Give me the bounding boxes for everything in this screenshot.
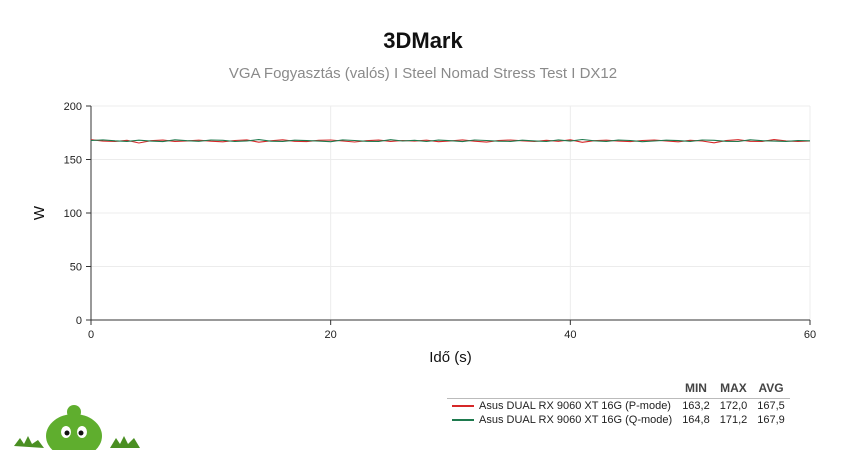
y-tick-label: 150 — [64, 155, 82, 167]
legend-series-name: Asus DUAL RX 9060 XT 16G (P-mode) — [447, 399, 677, 414]
legend: MIN MAX AVG Asus DUAL RX 9060 XT 16G (P-… — [447, 381, 790, 427]
x-tick-label: 0 — [88, 329, 94, 341]
legend-avg-value: 167,9 — [757, 414, 785, 426]
x-tick-label: 20 — [325, 329, 337, 341]
chart-title: 3DMark — [383, 28, 463, 53]
legend-avg-value: 167,5 — [757, 400, 785, 412]
x-tick-label: 40 — [564, 329, 576, 341]
chart-subtitle: VGA Fogyasztás (valós) I Steel Nomad Str… — [228, 65, 618, 82]
y-tick-label: 50 — [70, 262, 82, 274]
legend-swatch — [452, 405, 474, 408]
legend-max-value: 172,0 — [719, 400, 748, 412]
legend-min-value: 164,8 — [682, 414, 710, 426]
y-tick-label: 0 — [76, 315, 82, 327]
green-alien-mascot-icon — [14, 405, 140, 450]
y-tick-label: 200 — [64, 101, 82, 113]
legend-min-value: 163,2 — [682, 400, 710, 412]
legend-col-max: MAX — [714, 381, 753, 399]
y-axis-title: W — [31, 205, 48, 220]
legend-row-q-mode: Asus DUAL RX 9060 XT 16G (Q-mode) 164,8 … — [447, 413, 790, 427]
x-axis-title: Idő (s) — [429, 349, 472, 366]
legend-col-avg: AVG — [752, 381, 790, 399]
legend-max-value: 171,2 — [719, 414, 748, 426]
legend-series-name: Asus DUAL RX 9060 XT 16G (Q-mode) — [447, 413, 677, 427]
series-line-q-mode — [90, 138, 811, 143]
y-tick-label: 100 — [64, 208, 82, 220]
legend-swatch — [452, 419, 474, 422]
legend-row-p-mode: Asus DUAL RX 9060 XT 16G (P-mode) 163,2 … — [447, 399, 790, 414]
x-tick-label: 60 — [804, 329, 816, 341]
legend-col-min: MIN — [677, 381, 715, 399]
legend-series-label: Asus DUAL RX 9060 XT 16G (Q-mode) — [479, 414, 673, 426]
legend-series-label: Asus DUAL RX 9060 XT 16G (P-mode) — [479, 400, 671, 412]
